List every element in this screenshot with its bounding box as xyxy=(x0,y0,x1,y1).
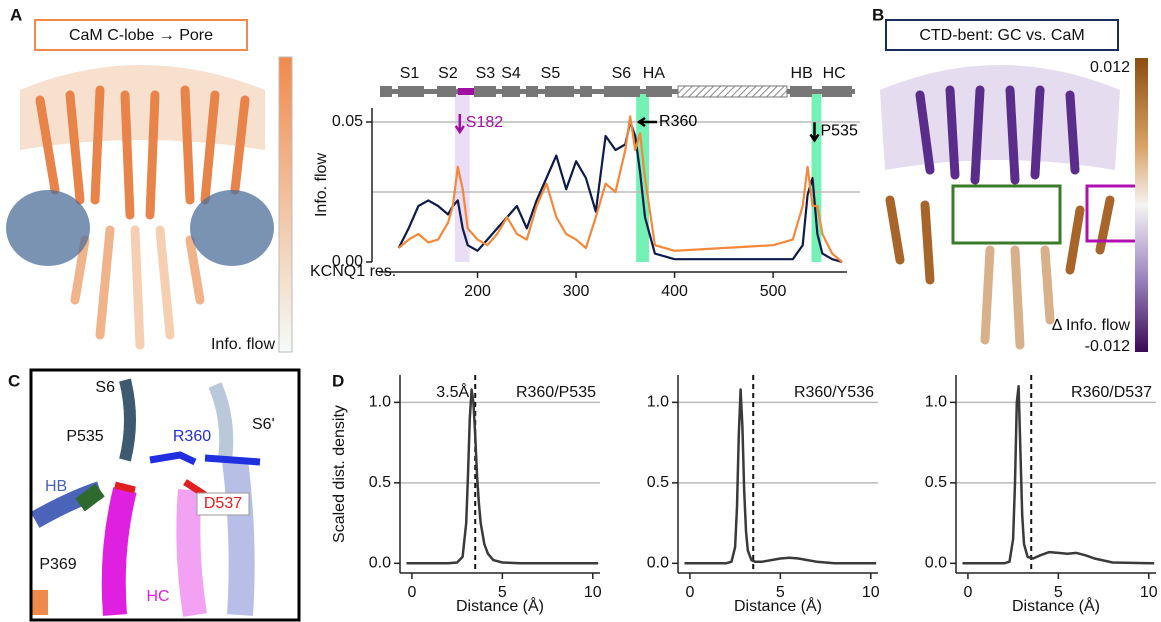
segment-label: HC xyxy=(823,65,846,82)
series-line xyxy=(406,388,599,565)
title-box xyxy=(34,19,248,51)
y-tick-label: 0.5 xyxy=(647,474,669,491)
residue-label: HC xyxy=(146,588,169,605)
panel-label: C xyxy=(8,371,20,390)
segment-label: HB xyxy=(791,65,813,82)
chart-title: R360/P535 xyxy=(516,384,596,401)
structure-c xyxy=(29,368,301,622)
x-tick-label: 5 xyxy=(776,584,785,601)
segment-label: HA xyxy=(643,65,666,82)
residue-label: S6' xyxy=(252,416,275,433)
label-box xyxy=(196,492,250,516)
x-axis-label: Distance (Å) xyxy=(456,596,544,615)
segment-label: S2 xyxy=(438,65,458,82)
x-tick-label: 500 xyxy=(760,283,787,300)
x-tick-label: 400 xyxy=(661,283,688,300)
x-tick-label: 0 xyxy=(963,584,972,601)
residue-label: HB xyxy=(45,478,67,495)
series-line xyxy=(397,115,843,263)
residue-label: R360 xyxy=(173,428,211,445)
x-tick-label: 200 xyxy=(464,283,491,300)
domain-block xyxy=(790,86,812,97)
colorbar-label: Δ Info. flow xyxy=(1052,317,1131,334)
y-axis-label: Info. flow xyxy=(313,153,330,217)
y-axis-label: Scaled dist. density xyxy=(331,405,348,543)
structure-a xyxy=(6,56,293,353)
segment-label: S6 xyxy=(612,65,632,82)
residue-label: P535 xyxy=(66,428,103,445)
x-tick-label: 0 xyxy=(685,584,694,601)
residue-label: P369 xyxy=(39,556,76,573)
x-tick-label: 10 xyxy=(1140,584,1158,601)
residue-label: D537 xyxy=(204,495,242,512)
domain-block xyxy=(398,86,424,97)
segment-label: S1 xyxy=(400,65,420,82)
series-line xyxy=(684,388,877,565)
y-tick-label: 0.0 xyxy=(647,555,669,572)
domain-block xyxy=(646,86,672,97)
x-tick-label: 300 xyxy=(563,283,590,300)
y-tick-label: 1.0 xyxy=(369,394,391,411)
domain-block xyxy=(677,85,788,98)
panel-title: CTD-bent: GC vs. CaM xyxy=(919,27,1084,44)
panel-label: A xyxy=(10,5,22,24)
panel-label: D xyxy=(332,371,344,390)
domain-block xyxy=(580,86,592,97)
domain-block xyxy=(380,86,392,97)
colorbar-max: 0.012 xyxy=(1090,59,1130,76)
series-line xyxy=(962,385,1155,565)
y-tick-label: 0.0 xyxy=(925,555,947,572)
colorbar-min: -0.012 xyxy=(1085,338,1130,355)
x-tick-label: 10 xyxy=(862,584,880,601)
segment-label: S4 xyxy=(501,65,521,82)
domain-block xyxy=(526,86,538,97)
residue-label: S6 xyxy=(95,379,115,396)
domain-block xyxy=(474,86,496,97)
domain-block xyxy=(437,86,456,97)
x-tick-label: 5 xyxy=(1054,584,1063,601)
domain-block xyxy=(604,86,640,97)
annotation-label: P535 xyxy=(820,123,857,140)
segment-label: S5 xyxy=(541,65,561,82)
domain-block xyxy=(822,86,852,97)
chart-title: R360/Y536 xyxy=(794,384,874,401)
y-tick-label: 0.00 xyxy=(332,253,363,270)
x-axis-label: KCNQ1 res. xyxy=(310,263,396,280)
y-tick-label: 1.0 xyxy=(647,394,669,411)
x-axis-label: Distance (Å) xyxy=(734,596,822,615)
panel-title: CaM C-lobe → Pore xyxy=(69,27,213,44)
annotation-label: R360 xyxy=(659,113,697,130)
y-tick-label: 0.5 xyxy=(925,474,947,491)
threshold-label: 3.5Å xyxy=(436,382,469,401)
domain-block xyxy=(502,86,520,97)
annotation-arrow xyxy=(454,114,465,135)
x-tick-label: 10 xyxy=(584,584,602,601)
series-line xyxy=(397,120,843,264)
annotation-label: S182 xyxy=(466,114,503,131)
y-tick-label: 1.0 xyxy=(925,394,947,411)
chart-title: R360/D537 xyxy=(1071,384,1152,401)
highlight-band xyxy=(811,93,822,262)
structure-b xyxy=(880,58,1148,352)
x-tick-label: 0 xyxy=(407,584,416,601)
y-tick-label: 0.05 xyxy=(332,113,363,130)
annotation-arrow xyxy=(809,122,820,143)
y-tick-label: 0.5 xyxy=(369,474,391,491)
panel-label: B xyxy=(872,5,884,24)
domain-block xyxy=(545,86,574,97)
segment-label: S3 xyxy=(476,65,496,82)
colorbar-label: Info. flow xyxy=(211,336,275,353)
domain-block xyxy=(458,88,474,95)
title-box xyxy=(885,19,1119,51)
x-axis-label: Distance (Å) xyxy=(1012,596,1100,615)
y-tick-label: 0.0 xyxy=(369,555,391,572)
x-tick-label: 5 xyxy=(498,584,507,601)
annotation-arrow xyxy=(636,116,658,128)
